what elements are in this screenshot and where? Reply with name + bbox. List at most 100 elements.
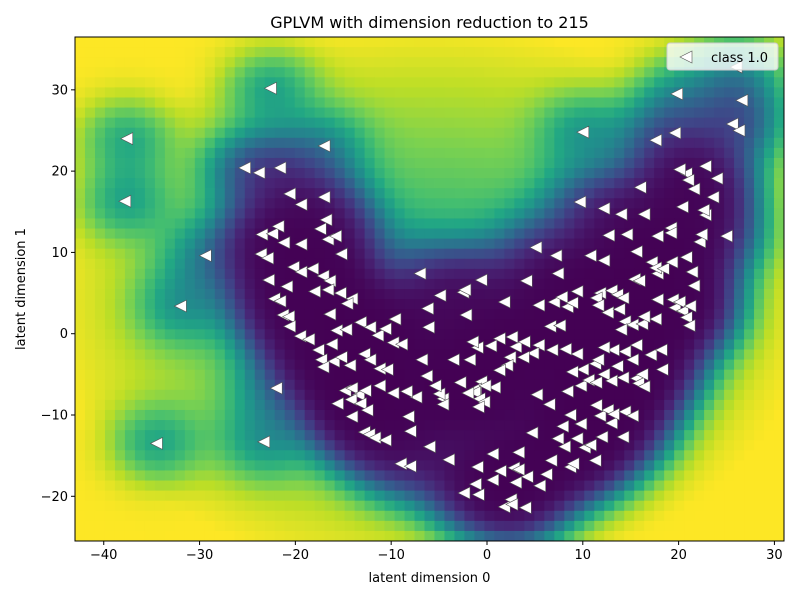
heatmap-cell bbox=[84, 127, 96, 139]
heatmap-cell bbox=[334, 77, 346, 88]
heatmap-cell bbox=[354, 87, 366, 99]
heatmap-cell bbox=[204, 309, 216, 320]
heatmap-cell bbox=[774, 97, 784, 109]
heatmap-cell bbox=[154, 238, 166, 250]
heatmap-cell bbox=[704, 480, 715, 492]
heatmap-cell bbox=[764, 157, 775, 169]
heatmap-cell bbox=[104, 57, 116, 68]
heatmap-cell bbox=[484, 107, 496, 119]
heatmap-cell bbox=[374, 369, 386, 381]
heatmap-cell bbox=[394, 258, 406, 270]
heatmap-cell bbox=[434, 299, 446, 310]
heatmap-cell bbox=[714, 480, 725, 492]
heatmap-cell bbox=[644, 319, 655, 330]
heatmap-cell bbox=[194, 379, 206, 391]
heatmap-cell bbox=[274, 389, 286, 401]
heatmap-cell bbox=[724, 510, 735, 522]
heatmap-cell bbox=[514, 268, 525, 280]
heatmap-cell bbox=[434, 319, 446, 330]
heatmap-cell bbox=[104, 178, 116, 189]
heatmap-cell bbox=[324, 147, 336, 159]
heatmap-cell bbox=[424, 258, 436, 270]
heatmap-cell bbox=[744, 399, 755, 411]
heatmap-cell bbox=[194, 87, 206, 99]
heatmap-cell bbox=[404, 37, 416, 48]
heatmap-cell bbox=[294, 168, 306, 179]
heatmap-cell bbox=[644, 218, 655, 230]
heatmap-cell bbox=[584, 228, 595, 240]
heatmap-cell bbox=[324, 369, 336, 381]
heatmap-cell bbox=[314, 480, 326, 492]
heatmap-cell bbox=[154, 248, 166, 260]
heatmap-cell bbox=[184, 379, 196, 391]
heatmap-cell bbox=[684, 490, 695, 502]
heatmap-cell bbox=[224, 117, 236, 129]
heatmap-cell bbox=[454, 97, 466, 109]
heatmap-cell bbox=[444, 500, 456, 512]
heatmap-cell bbox=[534, 178, 545, 189]
heatmap-cell bbox=[94, 268, 106, 280]
heatmap-cell bbox=[404, 248, 416, 260]
heatmap-cell bbox=[124, 97, 136, 109]
heatmap-cell bbox=[284, 480, 296, 492]
heatmap-cell bbox=[254, 369, 266, 381]
heatmap-cell bbox=[634, 57, 645, 68]
heatmap-cell bbox=[724, 399, 735, 411]
heatmap-cell bbox=[404, 268, 416, 280]
heatmap-cell bbox=[454, 470, 466, 482]
heatmap-cell bbox=[194, 339, 206, 351]
heatmap-cell bbox=[594, 178, 605, 189]
scatter-point bbox=[595, 430, 609, 444]
heatmap-cell bbox=[94, 520, 106, 532]
heatmap-cell bbox=[634, 409, 645, 421]
legend-box bbox=[666, 42, 779, 71]
heatmap-cell bbox=[464, 470, 476, 482]
heatmap-cell bbox=[144, 460, 156, 472]
heatmap-cell bbox=[224, 147, 236, 159]
heatmap-cell bbox=[584, 258, 595, 270]
heatmap-cell bbox=[364, 409, 376, 421]
heatmap-cell bbox=[294, 208, 306, 220]
heatmap-cell bbox=[704, 218, 715, 230]
heatmap-cell bbox=[204, 208, 216, 220]
heatmap-cell bbox=[194, 399, 206, 411]
heatmap-cell bbox=[324, 319, 336, 330]
heatmap-cell bbox=[84, 299, 96, 310]
heatmap-cell bbox=[144, 278, 156, 290]
heatmap-cell bbox=[704, 238, 715, 250]
heatmap-cell bbox=[764, 208, 775, 220]
heatmap-cell bbox=[674, 319, 685, 330]
heatmap-cell bbox=[484, 289, 496, 300]
heatmap-cell bbox=[774, 460, 784, 472]
heatmap-cell bbox=[344, 117, 356, 129]
heatmap-cell bbox=[594, 127, 605, 139]
heatmap-cell bbox=[244, 329, 256, 340]
heatmap-cell bbox=[714, 339, 725, 351]
heatmap-cell bbox=[224, 238, 236, 250]
axes-frame bbox=[74, 36, 785, 542]
heatmap-cell bbox=[364, 157, 376, 169]
heatmap-cell bbox=[414, 299, 426, 310]
heatmap-cell bbox=[574, 369, 585, 381]
heatmap-cell bbox=[674, 409, 685, 421]
y-tick-label: 0 bbox=[60, 327, 68, 342]
heatmap-cell bbox=[164, 178, 176, 189]
heatmap-cell bbox=[574, 67, 585, 78]
heatmap-cell bbox=[614, 57, 625, 68]
heatmap-cell bbox=[764, 137, 775, 149]
heatmap-cell bbox=[274, 399, 286, 411]
heatmap-cell bbox=[644, 289, 655, 300]
heatmap-cell bbox=[544, 248, 555, 260]
heatmap-cell bbox=[234, 248, 246, 260]
heatmap-cell bbox=[674, 77, 685, 88]
heatmap-cell bbox=[124, 299, 136, 310]
heatmap-cell bbox=[684, 208, 695, 220]
heatmap-cell bbox=[254, 420, 266, 431]
heatmap-cell bbox=[204, 379, 216, 391]
heatmap-cell bbox=[704, 117, 715, 129]
heatmap-cell bbox=[284, 248, 296, 260]
heatmap-cell bbox=[244, 228, 256, 240]
heatmap-cell bbox=[254, 530, 266, 541]
heatmap-cell bbox=[714, 258, 725, 270]
heatmap-cell bbox=[774, 359, 784, 371]
